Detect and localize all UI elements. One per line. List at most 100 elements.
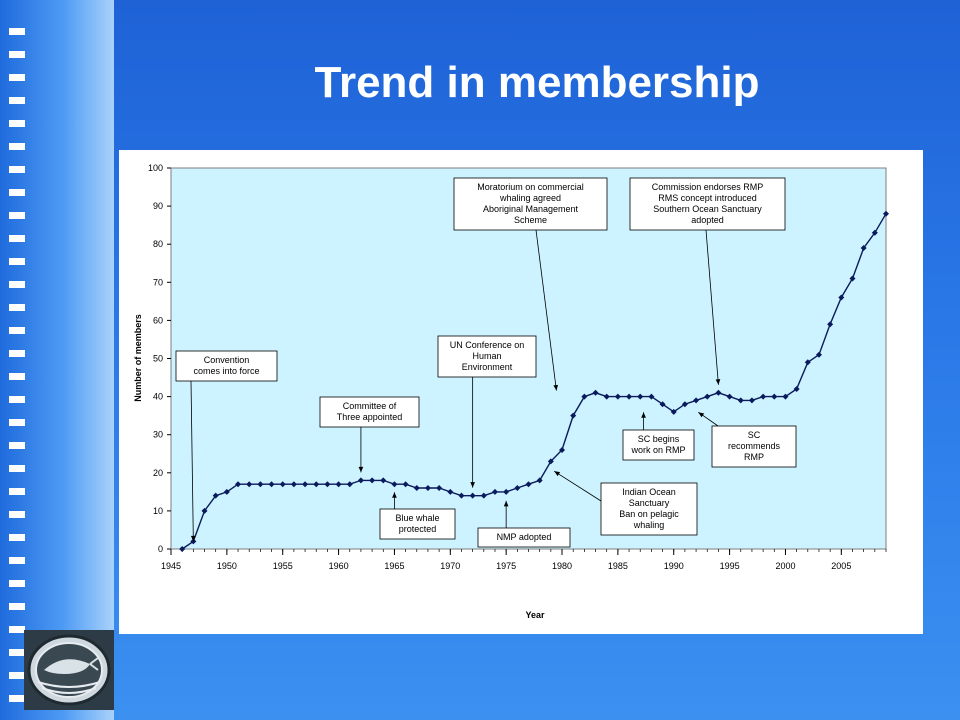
- strip-tick: [9, 143, 25, 150]
- y-tick-label: 0: [158, 544, 163, 554]
- annotation-text: Commission endorses RMP RMS concept intro…: [652, 182, 764, 225]
- annotation-text: Blue whale protected: [395, 513, 439, 534]
- data-point: [313, 481, 320, 488]
- annotation-arrowhead: [392, 492, 397, 498]
- data-point: [536, 477, 543, 484]
- annotation-box: [437, 335, 537, 378]
- annotation-line: Moratorium on commercial: [477, 182, 584, 192]
- data-point: [592, 389, 599, 396]
- data-point: [715, 389, 722, 396]
- annotation-line: UN Conference on: [450, 340, 525, 350]
- annotation-line: Southern Ocean Sanctuary: [653, 204, 762, 214]
- x-tick-label: 1970: [440, 561, 460, 571]
- annotation-arrowhead: [554, 471, 561, 477]
- strip-tick: [9, 28, 25, 35]
- annotation-line: Commission endorses RMP: [652, 182, 764, 192]
- data-point: [737, 397, 744, 404]
- annotation-box: [175, 350, 278, 382]
- annotation-box: [622, 429, 695, 461]
- y-tick-label: 80: [153, 239, 163, 249]
- x-tick-label: 1950: [217, 561, 237, 571]
- annotation-line: recommends: [728, 441, 781, 451]
- y-tick-label: 90: [153, 201, 163, 211]
- data-point: [570, 412, 577, 419]
- data-point: [380, 477, 387, 484]
- x-tick-label: 1960: [329, 561, 349, 571]
- data-point: [771, 393, 778, 400]
- annotation: Indian Ocean Sanctuary Ban on pelagic whali…: [553, 470, 698, 536]
- annotation-line: work on RMP: [630, 445, 685, 455]
- x-tick-label: 2005: [831, 561, 851, 571]
- data-point: [693, 397, 700, 404]
- x-tick-label: 1975: [496, 561, 516, 571]
- y-tick-label: 50: [153, 354, 163, 364]
- logo: [24, 630, 114, 710]
- strip-tick: [9, 649, 25, 656]
- annotation: Committee of Three appointed: [319, 396, 420, 473]
- data-point: [760, 393, 767, 400]
- x-tick-label: 1990: [664, 561, 684, 571]
- strip-tick: [9, 465, 25, 472]
- x-tick-label: 1985: [608, 561, 628, 571]
- strip-tick: [9, 419, 25, 426]
- data-point: [324, 481, 331, 488]
- annotation-arrowhead: [641, 412, 646, 418]
- annotation-arrow: [190, 380, 194, 542]
- strip-tick: [9, 281, 25, 288]
- strip-tick: [9, 603, 25, 610]
- data-point: [424, 485, 431, 492]
- data-point: [626, 393, 633, 400]
- data-point: [480, 492, 487, 499]
- data-point: [346, 481, 353, 488]
- annotation-box: [711, 425, 797, 468]
- annotation-text: SC recommends RMP: [728, 430, 781, 462]
- y-tick-label: 20: [153, 468, 163, 478]
- data-point: [525, 481, 532, 488]
- chart-panel: 0 10 20 30 40 50 60 70 80 90 100 1945 1950 1955 1960 19…: [119, 150, 923, 634]
- strip-tick: [9, 511, 25, 518]
- strip-tick: [9, 258, 25, 265]
- data-point: [681, 401, 688, 408]
- annotation-box: [629, 177, 786, 231]
- data-point: [793, 385, 800, 392]
- data-point: [235, 481, 242, 488]
- strip-tick: [9, 189, 25, 196]
- y-tick-label: 10: [153, 506, 163, 516]
- data-point: [827, 321, 834, 328]
- data-point: [402, 481, 409, 488]
- annotation-line: Three appointed: [337, 412, 403, 422]
- annotation-text: NMP adopted: [497, 532, 552, 542]
- strip-tick: [9, 304, 25, 311]
- data-point: [883, 210, 889, 217]
- data-point: [804, 359, 811, 366]
- slide-title: Trend in membership: [314, 58, 760, 107]
- annotation-text: Moratorium on commercial whaling agreed Ab…: [477, 182, 584, 225]
- x-axis-label: Year: [525, 610, 545, 620]
- x-tick-label: 1955: [273, 561, 293, 571]
- strip-tick: [9, 235, 25, 242]
- annotation-arrow: [553, 470, 602, 502]
- annotation-arrow: [705, 229, 719, 385]
- data-point: [257, 481, 264, 488]
- annotation: SC recommends RMP: [698, 411, 797, 468]
- annotation-line: RMP: [744, 452, 764, 462]
- data-point: [603, 393, 610, 400]
- data-point: [447, 488, 454, 495]
- y-axis-label: Number of members: [133, 314, 143, 402]
- y-tick-label: 100: [148, 163, 163, 173]
- annotation: Convention comes into force: [175, 350, 278, 542]
- left-decorative-strip: [0, 0, 114, 720]
- annotation-line: Ban on pelagic: [619, 509, 679, 519]
- strip-tick: [9, 672, 25, 679]
- series-line-group: [179, 210, 889, 552]
- annotation-box: [600, 482, 698, 536]
- series-line: [181, 213, 887, 550]
- data-point: [670, 408, 677, 415]
- annotation-box: [319, 396, 420, 428]
- data-point: [614, 393, 621, 400]
- annotation-line: protected: [399, 524, 437, 534]
- annotation-line: NMP adopted: [497, 532, 552, 542]
- annotation-text: Committee of Three appointed: [337, 401, 403, 422]
- annotation-text: Indian Ocean Sanctuary Ban on pelagic whali…: [619, 487, 679, 530]
- strip-tick: [9, 488, 25, 495]
